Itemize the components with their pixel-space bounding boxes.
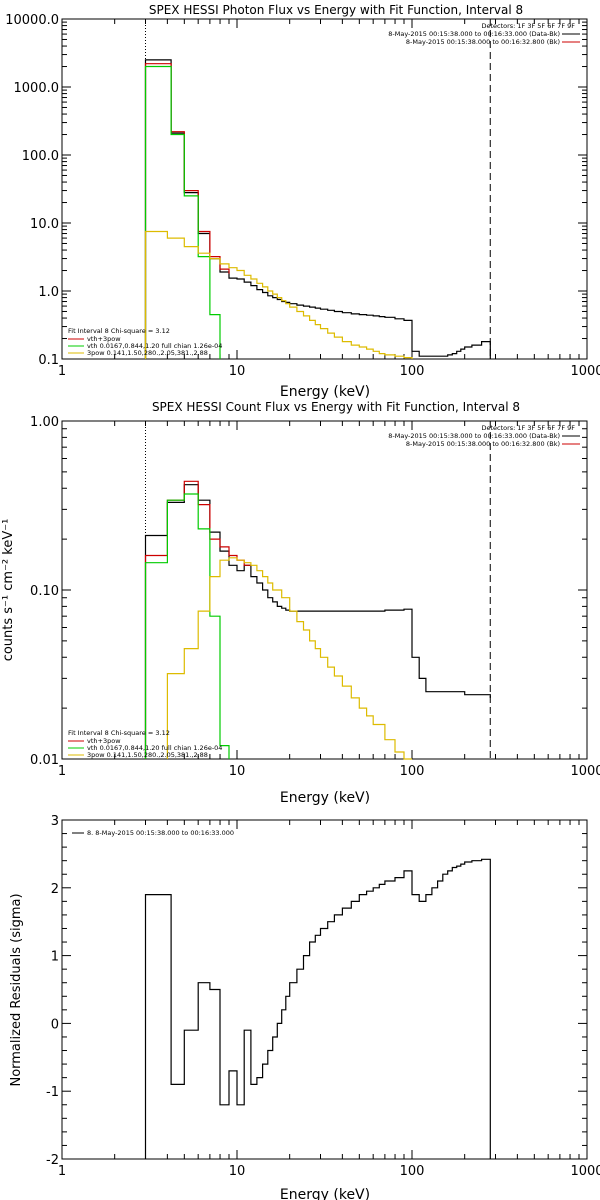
photon-flux-fit-legend: Fit Interval 8 Chi-square = 3.12 vth+3po…	[68, 327, 222, 357]
photon-flux-title: SPEX HESSI Photon Flux vs Energy with Fi…	[149, 3, 523, 17]
series-line-0	[144, 59, 491, 359]
legend-detectors: Detectors: 1F 3F 5F 6F 7F 9F	[481, 22, 575, 30]
count-flux-plot-frame	[61, 420, 588, 760]
y-tick-label: 3	[51, 814, 59, 829]
x-tick-label: 1	[58, 364, 66, 379]
photon-flux-detector-legend: Detectors: 1F 3F 5F 6F 7F 9F 8-May-2015 …	[388, 22, 580, 46]
legend-entry-bk: 8-May-2015 00:15:38.000 to 00:16:32.800 …	[406, 440, 560, 448]
x-tick-label: 10	[229, 764, 246, 779]
x-tick-label: 100	[400, 764, 425, 779]
x-tick-label: 10	[229, 364, 246, 379]
residuals-y-axis-label: Normalized Residuals (sigma)	[9, 893, 24, 1086]
count-flux-title: SPEX HESSI Count Flux vs Energy with Fit…	[152, 400, 520, 414]
x-tick-label: 1000	[570, 364, 600, 379]
series-line-0	[144, 484, 491, 759]
y-tick-label: 1.0	[38, 285, 59, 300]
y-tick-label: 0.1	[38, 353, 59, 368]
legend-fit-vth-3pow: vth+3pow	[87, 335, 121, 343]
y-tick-label: 1.00	[30, 415, 59, 430]
series-line-2	[144, 65, 221, 359]
legend-fit-vth-3pow: vth+3pow	[87, 737, 121, 745]
photon-flux-x-axis-label: Energy (keV)	[280, 384, 370, 400]
x-tick-label: 1	[58, 764, 66, 779]
y-tick-label: 1	[51, 950, 59, 965]
count-flux-x-axis-label: Energy (keV)	[280, 790, 370, 806]
series-line-0	[144, 858, 491, 1159]
photon-flux-plot-frame	[61, 18, 588, 360]
legend-entry-bk: 8-May-2015 00:15:38.000 to 00:16:32.800 …	[406, 38, 560, 46]
y-tick-label: 0	[51, 1017, 59, 1032]
residuals-legend: 8. 8-May-2015 00:15:38.000 to 00:16:33.0…	[72, 829, 234, 837]
photon-flux-plot: SPEX HESSI Photon Flux vs Energy with Fi…	[5, 3, 600, 400]
residuals-x-axis-label: Energy (keV)	[280, 1187, 370, 1200]
y-tick-label: 100.0	[22, 149, 59, 164]
legend-entry-data: 8-May-2015 00:15:38.000 to 00:16:33.000 …	[388, 30, 560, 38]
legend-entry-residuals: 8. 8-May-2015 00:15:38.000 to 00:16:33.0…	[87, 829, 234, 837]
legend-fit-3pow: 3pow 0.141,1.50,280.,2.05,381.,2.88	[87, 751, 208, 759]
x-tick-label: 100	[400, 1164, 425, 1179]
y-tick-label: 10.0	[30, 217, 59, 232]
count-flux-plot: SPEX HESSI Count Flux vs Energy with Fit…	[1, 400, 600, 806]
y-tick-label: -2	[46, 1153, 59, 1168]
x-tick-label: 1	[58, 1164, 66, 1179]
x-tick-label: 10	[229, 1164, 246, 1179]
x-tick-label: 1000	[570, 764, 600, 779]
legend-fit-vth: vth 0.0167,0.844,1.20 full chian 1.26e-0…	[87, 744, 222, 752]
legend-fit-header: Fit Interval 8 Chi-square = 3.12	[68, 729, 170, 737]
y-tick-label: 1000.0	[14, 81, 60, 96]
x-tick-label: 100	[400, 364, 425, 379]
residuals-plot-frame	[61, 819, 588, 1160]
residuals-plot: 1 10 100 1000 -2 -1 0 1 2 3 Energy (keV) Normaliz…	[9, 814, 600, 1200]
legend-fit-header: Fit Interval 8 Chi-square = 3.12	[68, 327, 170, 335]
count-flux-y-axis-label: counts s⁻¹ cm⁻² keV⁻¹	[1, 519, 16, 662]
series-line-1	[144, 63, 230, 359]
x-tick-label: 1000	[570, 1164, 600, 1179]
y-tick-label: 0.10	[30, 584, 59, 599]
series-line-3	[144, 230, 413, 359]
y-tick-label: 0.01	[30, 753, 59, 768]
series-line-3	[166, 557, 412, 760]
legend-fit-3pow: 3pow 0.141,1.50,280.,2.05,381.,2.88	[87, 349, 208, 357]
count-flux-detector-legend: Detectors: 1F 3F 5F 6F 7F 9F 8-May-2015 …	[388, 424, 580, 448]
y-tick-label: 10000.0	[5, 13, 59, 28]
series-line-2	[144, 493, 230, 759]
legend-fit-vth: vth 0.0167,0.844,1.20 full chian 1.26e-0…	[87, 342, 222, 350]
y-tick-label: -1	[46, 1085, 59, 1100]
y-tick-label: 2	[51, 882, 59, 897]
legend-entry-data: 8-May-2015 00:15:38.000 to 00:16:33.000 …	[388, 432, 560, 440]
legend-detectors: Detectors: 1F 3F 5F 6F 7F 9F	[481, 424, 575, 432]
count-flux-fit-legend: Fit Interval 8 Chi-square = 3.12 vth+3po…	[68, 729, 222, 759]
